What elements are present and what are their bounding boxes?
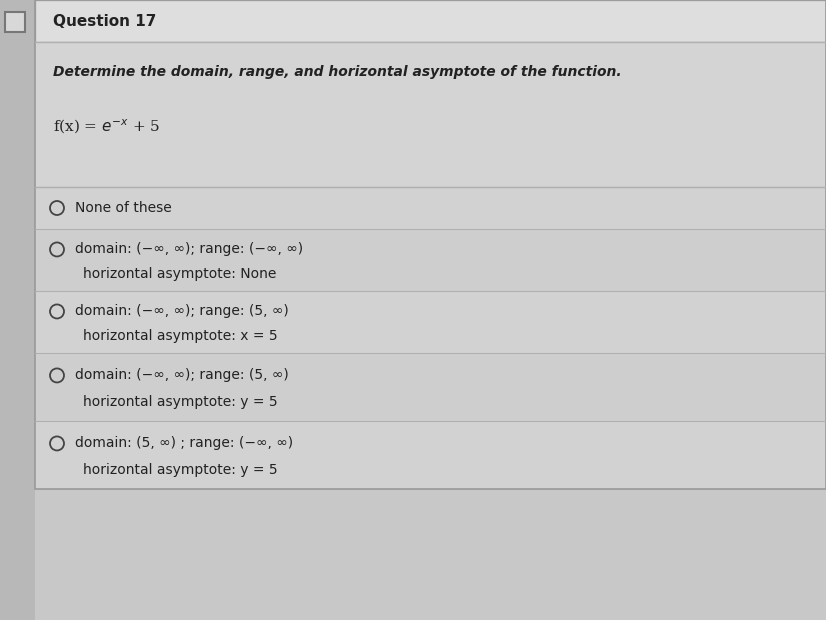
Text: None of these: None of these	[75, 201, 172, 215]
FancyBboxPatch shape	[35, 291, 826, 353]
Text: domain: (−∞, ∞); range: (−∞, ∞): domain: (−∞, ∞); range: (−∞, ∞)	[75, 242, 303, 257]
FancyBboxPatch shape	[35, 353, 826, 421]
FancyBboxPatch shape	[35, 421, 826, 489]
Text: domain: (−∞, ∞); range: (5, ∞): domain: (−∞, ∞); range: (5, ∞)	[75, 304, 289, 319]
Text: Determine the domain, range, and horizontal asymptote of the function.: Determine the domain, range, and horizon…	[53, 65, 622, 79]
Text: domain: (5, ∞) ; range: (−∞, ∞): domain: (5, ∞) ; range: (−∞, ∞)	[75, 436, 293, 451]
FancyBboxPatch shape	[35, 229, 826, 291]
Text: horizontal asymptote: y = 5: horizontal asymptote: y = 5	[83, 395, 278, 409]
FancyBboxPatch shape	[35, 42, 826, 187]
Text: domain: (−∞, ∞); range: (5, ∞): domain: (−∞, ∞); range: (5, ∞)	[75, 368, 289, 383]
Text: f(x) = $e^{-x}$ + 5: f(x) = $e^{-x}$ + 5	[53, 118, 160, 136]
FancyBboxPatch shape	[35, 0, 826, 42]
FancyBboxPatch shape	[0, 0, 35, 620]
Text: horizontal asymptote: y = 5: horizontal asymptote: y = 5	[83, 463, 278, 477]
Text: horizontal asymptote: x = 5: horizontal asymptote: x = 5	[83, 329, 278, 343]
FancyBboxPatch shape	[35, 187, 826, 229]
Text: Question 17: Question 17	[53, 14, 156, 29]
Text: horizontal asymptote: None: horizontal asymptote: None	[83, 267, 277, 281]
FancyBboxPatch shape	[5, 12, 25, 32]
